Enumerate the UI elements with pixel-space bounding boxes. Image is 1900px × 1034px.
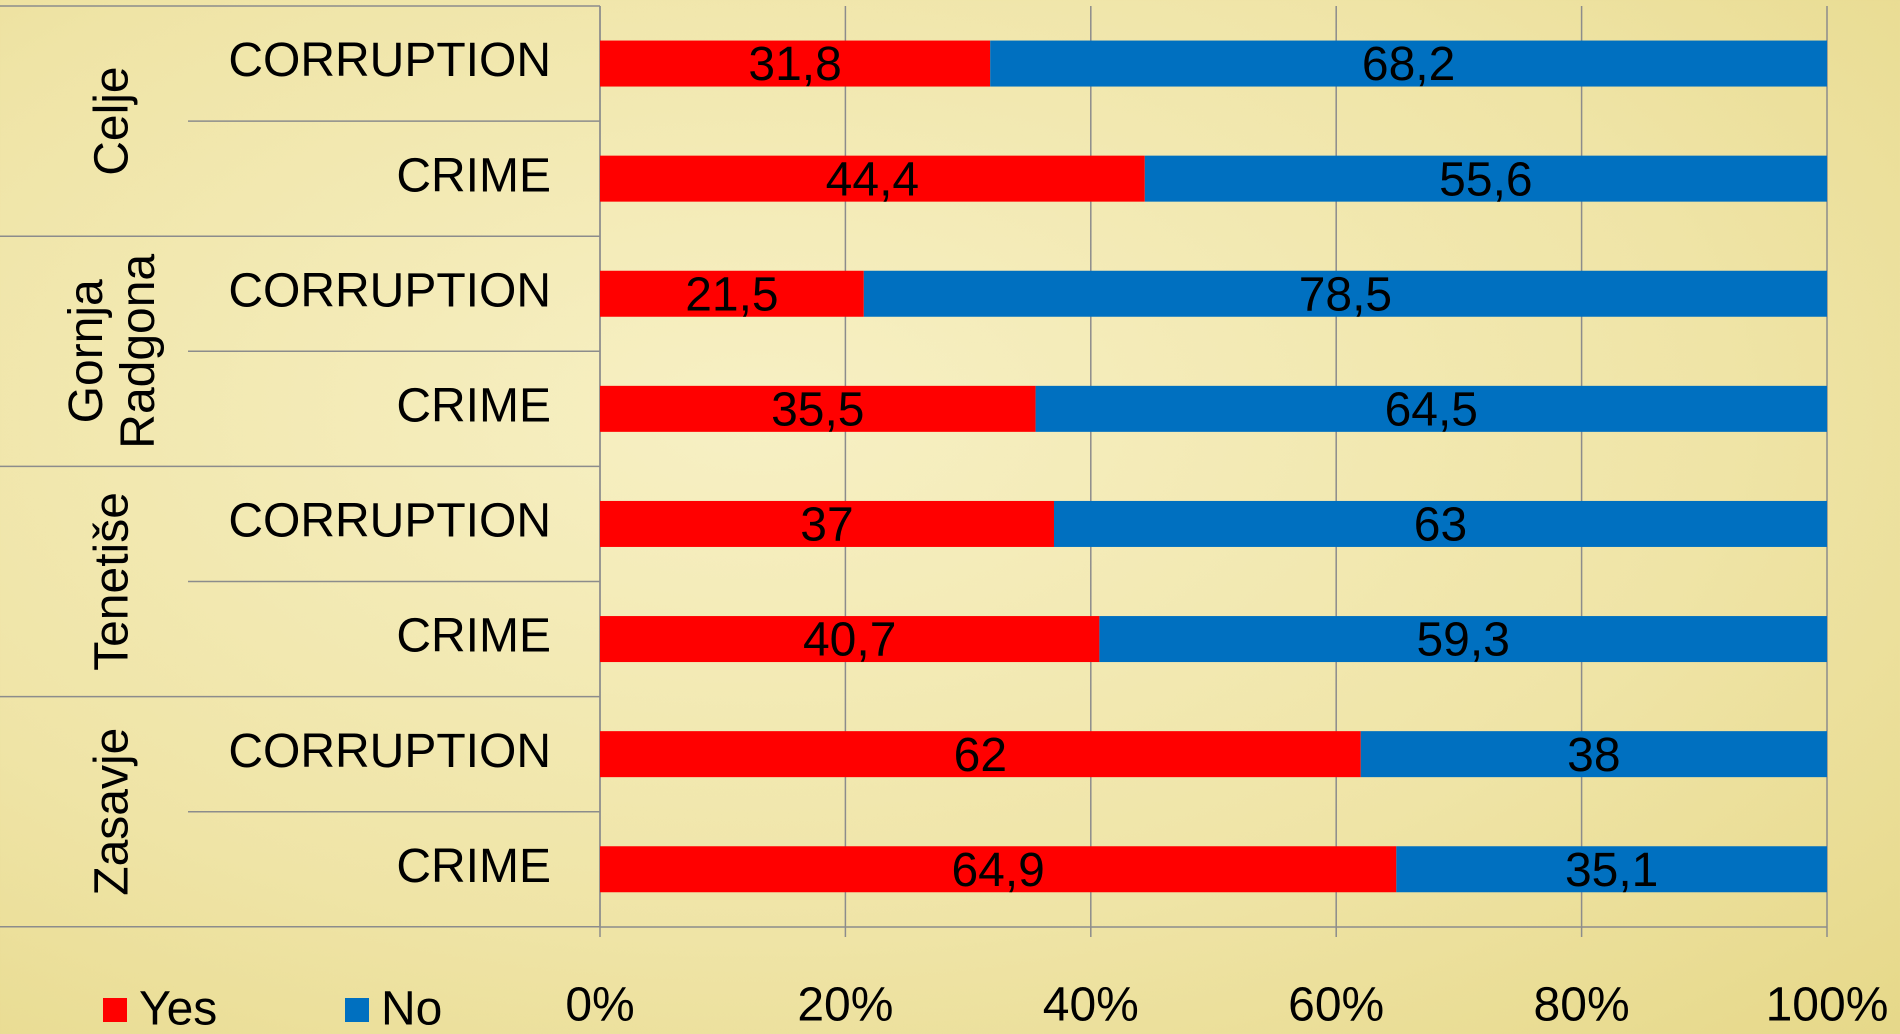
legend: Yes No [103, 983, 442, 1034]
data-label: 35,1 [1565, 844, 1658, 897]
x-tick-label: 0% [565, 979, 634, 1032]
data-label: 68,2 [1362, 38, 1455, 91]
y-tick-label: CRIME [396, 380, 551, 433]
data-label: 63 [1414, 499, 1467, 552]
x-tick-label: 60% [1288, 979, 1384, 1032]
data-label: 78,5 [1299, 268, 1392, 321]
y-tick-label: CRIME [396, 840, 551, 893]
legend-label: No [381, 983, 442, 1034]
x-axis: 0% 20% 40% 60% 80% 100% [565, 927, 1888, 1032]
x-tick-label: 100% [1766, 979, 1889, 1032]
y-tick-label: CORRUPTION [228, 495, 551, 548]
y-tick-label: CORRUPTION [228, 34, 551, 87]
data-label: 64,9 [951, 844, 1044, 897]
y-tick-label: CRIME [396, 610, 551, 663]
y-tick-label: CORRUPTION [228, 264, 551, 317]
data-label: 59,3 [1416, 614, 1509, 667]
data-label: 40,7 [803, 614, 896, 667]
y-tick-label: CRIME [396, 149, 551, 202]
legend-label: Yes [139, 983, 217, 1034]
x-tick-label: 80% [1534, 979, 1630, 1032]
x-tick-label: 20% [797, 979, 893, 1032]
data-label: 64,5 [1385, 384, 1478, 437]
grid [600, 6, 1827, 927]
group-label: Zasavje [86, 728, 139, 896]
data-label: 31,8 [748, 38, 841, 91]
group-label: Tenetiše [86, 492, 139, 671]
legend-swatch [103, 998, 127, 1022]
group-label: GornjaRadgona [60, 254, 165, 449]
data-label: 35,5 [771, 384, 864, 437]
data-label: 44,4 [826, 153, 919, 206]
chart: 0% 20% 40% 60% 80% 100% Celje CORRUPTION 31,8 68,… [0, 0, 1900, 1034]
legend-swatch [345, 998, 369, 1022]
x-tick-label: 40% [1043, 979, 1139, 1032]
data-label: 21,5 [685, 268, 778, 321]
y-tick-label: CORRUPTION [228, 725, 551, 778]
data-label: 62 [954, 729, 1007, 782]
data-label: 38 [1567, 729, 1620, 782]
data-label: 37 [800, 499, 853, 552]
data-label: 55,6 [1439, 153, 1532, 206]
group-label: Celje [86, 66, 139, 175]
